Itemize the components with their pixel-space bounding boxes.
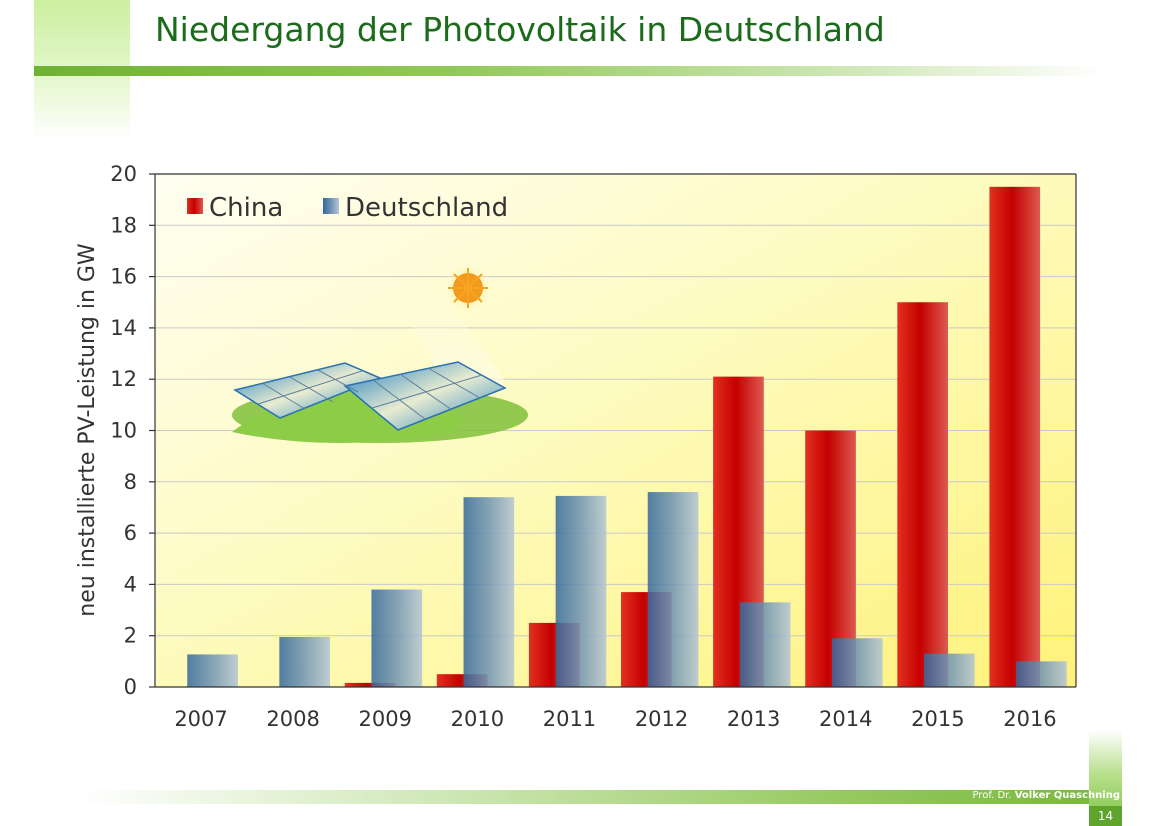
y-tick-label: 10: [110, 419, 137, 443]
x-tick-label: 2012: [635, 707, 688, 731]
y-tick-label: 0: [124, 675, 137, 699]
author-credit: Prof. Dr. Volker Quaschning: [972, 790, 1120, 801]
x-tick-label: 2013: [727, 707, 780, 731]
x-tick-label: 2007: [174, 707, 227, 731]
y-ticks: 0 2 4 6 8 10 12 14 16 18 20: [110, 162, 155, 699]
page-number: 14: [1089, 806, 1122, 826]
y-axis-title: neu installierte PV-Leistung in GW: [75, 243, 100, 617]
slide-title: Niedergang der Photovoltaik in Deutschla…: [155, 10, 885, 49]
y-tick-label: 20: [110, 162, 137, 186]
bar-deutschland-2013: [739, 602, 791, 687]
bar-deutschland-2012: [647, 492, 699, 687]
legend-label-china: China: [209, 193, 283, 223]
y-tick-label: 4: [124, 572, 137, 596]
y-tick-label: 16: [110, 265, 137, 289]
legend: China Deutschland: [187, 193, 508, 223]
y-tick-label: 2: [124, 624, 137, 648]
y-tick-label: 6: [124, 521, 137, 545]
x-tick-label: 2016: [1003, 707, 1056, 731]
bar-deutschland-2011: [555, 495, 607, 687]
bars: [187, 186, 1067, 687]
bar-deutschland-2007: [187, 654, 238, 687]
bar-deutschland-2014: [831, 638, 883, 687]
y-tick-label: 14: [110, 316, 137, 340]
bar-deutschland-2008: [279, 636, 330, 687]
x-tick-label: 2011: [543, 707, 596, 731]
bar-china-2016: [989, 186, 1041, 687]
x-tick-label: 2014: [819, 707, 872, 731]
x-tick-label: 2009: [359, 707, 412, 731]
bar-deutschland-2015: [924, 653, 975, 687]
title-underline-bar: [34, 66, 1104, 76]
x-tick-label: 2008: [266, 707, 319, 731]
solar-panel-illustration: [232, 262, 528, 444]
bar-deutschland-2010: [463, 497, 515, 687]
x-tick-label: 2015: [911, 707, 964, 731]
y-tick-label: 18: [110, 213, 137, 237]
bar-china-2009: [344, 682, 396, 687]
x-ticks: 2007 2008 2009 2010 2011 2012 2013 2014 2015 2016: [174, 707, 1056, 731]
bar-deutschland-2009: [371, 589, 423, 687]
legend-swatch-china: [187, 198, 203, 214]
legend-swatch-deutschland: [323, 198, 339, 214]
y-tick-label: 8: [124, 470, 137, 494]
legend-label-deutschland: Deutschland: [345, 193, 508, 223]
bar-china-2015: [897, 302, 948, 687]
bar-deutschland-2016: [1016, 661, 1067, 687]
footer-bar: [80, 790, 1105, 804]
y-tick-label: 12: [110, 367, 137, 391]
x-tick-label: 2010: [451, 707, 504, 731]
